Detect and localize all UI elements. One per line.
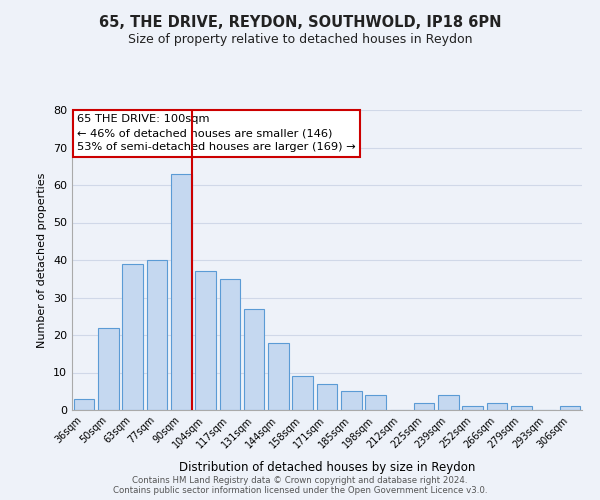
Bar xyxy=(414,402,434,410)
Bar xyxy=(463,406,483,410)
Bar xyxy=(171,174,191,410)
Text: 65, THE DRIVE, REYDON, SOUTHWOLD, IP18 6PN: 65, THE DRIVE, REYDON, SOUTHWOLD, IP18 6… xyxy=(99,15,501,30)
Bar xyxy=(341,391,362,410)
Bar xyxy=(317,384,337,410)
Bar xyxy=(487,402,508,410)
Text: Contains public sector information licensed under the Open Government Licence v3: Contains public sector information licen… xyxy=(113,486,487,495)
Bar xyxy=(511,406,532,410)
Bar xyxy=(292,376,313,410)
Bar xyxy=(98,328,119,410)
Bar xyxy=(122,264,143,410)
Text: Size of property relative to detached houses in Reydon: Size of property relative to detached ho… xyxy=(128,32,472,46)
X-axis label: Distribution of detached houses by size in Reydon: Distribution of detached houses by size … xyxy=(179,461,475,474)
Bar xyxy=(438,395,459,410)
Bar xyxy=(268,342,289,410)
Bar xyxy=(220,279,240,410)
Y-axis label: Number of detached properties: Number of detached properties xyxy=(37,172,47,348)
Bar xyxy=(146,260,167,410)
Bar xyxy=(74,399,94,410)
Bar xyxy=(195,271,216,410)
Bar xyxy=(244,308,265,410)
Bar xyxy=(560,406,580,410)
Bar xyxy=(365,395,386,410)
Text: 65 THE DRIVE: 100sqm
← 46% of detached houses are smaller (146)
53% of semi-deta: 65 THE DRIVE: 100sqm ← 46% of detached h… xyxy=(77,114,356,152)
Text: Contains HM Land Registry data © Crown copyright and database right 2024.: Contains HM Land Registry data © Crown c… xyxy=(132,476,468,485)
